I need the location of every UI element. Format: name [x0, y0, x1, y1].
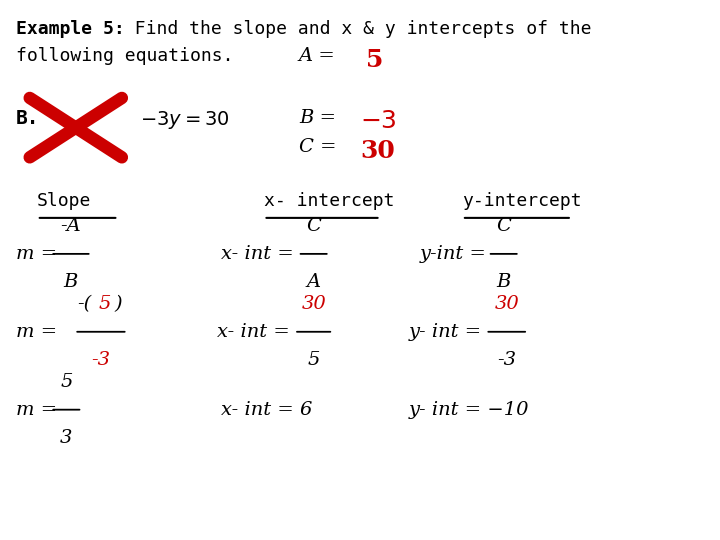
Text: y-intercept: y-intercept: [462, 192, 582, 210]
Text: x- intercept: x- intercept: [264, 192, 394, 210]
Text: 30: 30: [360, 139, 395, 163]
Text: m =: m =: [16, 323, 63, 341]
Text: B: B: [64, 273, 78, 291]
Text: ): ): [115, 295, 122, 313]
Text: A =: A =: [299, 47, 336, 65]
Text: 5: 5: [307, 350, 320, 369]
Text: 5: 5: [60, 373, 73, 391]
Text: 5: 5: [366, 48, 384, 72]
Text: -(: -(: [78, 295, 91, 313]
Text: 3: 3: [60, 429, 73, 447]
Text: 5: 5: [99, 295, 112, 313]
Text: m =: m =: [16, 401, 63, 418]
Text: Slope: Slope: [37, 192, 91, 210]
Text: 30: 30: [495, 295, 519, 313]
Text: -3: -3: [91, 350, 110, 369]
Text: B: B: [497, 273, 511, 291]
Text: -3: -3: [498, 350, 516, 369]
Text: m =: m =: [16, 245, 63, 263]
Text: y- int = −10: y- int = −10: [409, 401, 529, 418]
Text: $-3y=30$: $-3y=30$: [140, 109, 229, 131]
Text: C =: C =: [299, 138, 336, 157]
Text: x- int = 6: x- int = 6: [221, 401, 312, 418]
Text: Example 5:: Example 5:: [16, 20, 125, 38]
Text: following equations.: following equations.: [16, 47, 233, 65]
Text: x- int =: x- int =: [217, 323, 297, 341]
Text: C: C: [496, 217, 511, 235]
Text: y- int =: y- int =: [409, 323, 488, 341]
Text: 30: 30: [301, 295, 326, 313]
Text: B =: B =: [299, 109, 336, 127]
Text: -A: -A: [60, 217, 81, 235]
Text: Find the slope and x & y intercepts of the: Find the slope and x & y intercepts of t…: [113, 20, 592, 38]
Text: A: A: [307, 273, 320, 291]
Text: y-int =: y-int =: [420, 245, 492, 263]
Text: C: C: [306, 217, 321, 235]
Text: B.: B.: [16, 109, 39, 128]
Text: $-3$: $-3$: [360, 110, 397, 133]
Text: x- int =: x- int =: [221, 245, 300, 263]
